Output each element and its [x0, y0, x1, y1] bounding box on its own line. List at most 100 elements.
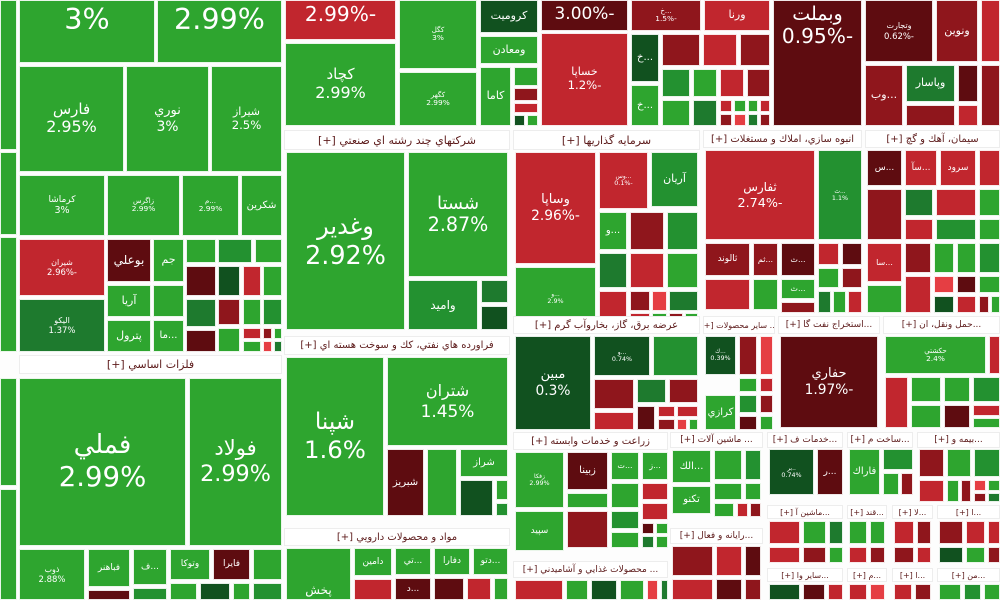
tile-unlabeled[interactable]: [186, 266, 216, 296]
tile-unlabeled[interactable]: [911, 377, 941, 402]
tile-unlabeled[interactable]: [781, 302, 815, 313]
sector-header-leasing[interactable]: ...لا [+]: [892, 505, 933, 519]
tile-unlabeled[interactable]: [737, 503, 748, 517]
tile-unlabeled[interactable]: [630, 291, 650, 311]
tile-3%[interactable]: 3%: [19, 0, 155, 63]
tile-unlabeled[interactable]: [662, 69, 690, 97]
tile-unlabeled[interactable]: [656, 536, 668, 548]
tile-unlabeled[interactable]: [957, 276, 976, 293]
tile--2.99%[interactable]: -2.99%: [285, 0, 396, 40]
tile-...و[interactable]: ...و 0.74%: [594, 336, 650, 376]
tile-unlabeled[interactable]: [734, 100, 746, 112]
tile-unlabeled[interactable]: [652, 291, 667, 311]
tile-unlabeled[interactable]: [243, 266, 261, 296]
tile-unlabeled[interactable]: [218, 266, 240, 296]
sector-header-insurance[interactable]: ...بيمه و [+]: [917, 432, 1000, 448]
tile-بوعلي[interactable]: بوعلي: [107, 239, 151, 282]
tile-unlabeled[interactable]: [662, 34, 700, 66]
tile-...ت[interactable]: ...ت: [611, 452, 639, 480]
tile-unlabeled[interactable]: [720, 69, 744, 97]
tile-unlabeled[interactable]: [253, 549, 282, 580]
tile-unlabeled[interactable]: [883, 449, 913, 470]
tile-ومعادن[interactable]: ومعادن: [480, 36, 538, 64]
tile-آريان[interactable]: آريان: [651, 152, 698, 207]
tile-unlabeled[interactable]: [753, 279, 778, 310]
tile-شيران[interactable]: شيران -2.96%: [19, 239, 105, 296]
tile-unlabeled[interactable]: [218, 299, 240, 325]
tile-شراز[interactable]: شراز: [460, 449, 508, 477]
tile-آريا[interactable]: آريا: [107, 285, 151, 317]
tile-شستا[interactable]: شستا 2.87%: [408, 152, 508, 277]
tile-unlabeled[interactable]: [642, 503, 668, 520]
tile-unlabeled[interactable]: [748, 100, 758, 112]
tile-unlabeled[interactable]: [434, 578, 464, 600]
tile-unlabeled[interactable]: [989, 336, 1000, 374]
tile-...ف[interactable]: ...ف: [133, 549, 167, 585]
tile-پترول[interactable]: پترول: [107, 320, 151, 352]
tile-unlabeled[interactable]: [849, 547, 867, 563]
sector-header-other-minerals[interactable]: ... ساير محصولات [+]: [703, 316, 775, 334]
sector-header-it[interactable]: ...رايانه و فعال [+]: [670, 528, 763, 544]
tile-unlabeled[interactable]: [515, 580, 563, 600]
tile-كرازي[interactable]: كرازي: [705, 395, 736, 430]
tile-unlabeled[interactable]: [186, 239, 216, 263]
tile-unlabeled[interactable]: [919, 449, 944, 477]
sector-header-transport[interactable]: ...حمل ونقل، ان [+]: [883, 316, 1000, 334]
tile-unlabeled[interactable]: [739, 395, 757, 413]
tile-ذوب[interactable]: ذوب 2.88%: [19, 549, 85, 600]
tile-unlabeled[interactable]: [243, 328, 261, 339]
tile-unlabeled[interactable]: [848, 291, 862, 313]
tile-unlabeled[interactable]: [186, 330, 216, 352]
tile-unlabeled[interactable]: [849, 521, 867, 544]
tile-unlabeled[interactable]: [803, 521, 826, 544]
tile-unlabeled[interactable]: [672, 546, 713, 576]
tile-unlabeled[interactable]: [818, 243, 839, 265]
tile-unlabeled[interactable]: [0, 237, 17, 352]
tile-...خ[interactable]: ...خ: [631, 85, 659, 126]
tile-unlabeled[interactable]: [979, 243, 1000, 273]
tile-unlabeled[interactable]: [803, 584, 825, 600]
tile-...د[interactable]: ...د: [395, 578, 431, 600]
tile-unlabeled[interactable]: [958, 65, 978, 102]
tile-...وب[interactable]: ...وب: [865, 65, 903, 126]
tile-unlabeled[interactable]: [567, 493, 608, 508]
tile-unlabeled[interactable]: [693, 100, 717, 126]
tile-unlabeled[interactable]: [958, 105, 978, 126]
tile-unlabeled[interactable]: [739, 416, 757, 430]
tile-unlabeled[interactable]: [901, 473, 913, 495]
tile-unlabeled[interactable]: [703, 34, 737, 66]
tile-خساپا[interactable]: خساپا -1.2%: [541, 33, 628, 126]
tile-ثفارس[interactable]: ثفارس -2.74%: [705, 150, 815, 240]
tile-unlabeled[interactable]: [760, 416, 773, 430]
tile-unlabeled[interactable]: [630, 253, 664, 288]
tile-unlabeled[interactable]: [658, 406, 675, 417]
tile-unlabeled[interactable]: [966, 547, 985, 563]
sector-header-sugar[interactable]: ...قند [+]: [847, 505, 887, 519]
tile-unlabeled[interactable]: [894, 547, 914, 563]
tile-unlabeled[interactable]: [740, 34, 770, 66]
tile-unlabeled[interactable]: [667, 253, 698, 288]
tile-unlabeled[interactable]: [760, 336, 773, 375]
tile-unlabeled[interactable]: [939, 521, 963, 544]
tile-unlabeled[interactable]: [218, 328, 240, 352]
tile-سپيد[interactable]: سپيد: [515, 511, 564, 551]
tile-unlabeled[interactable]: [594, 379, 634, 409]
tile-unlabeled[interactable]: [842, 243, 862, 265]
sector-header-cement[interactable]: سيمان، آهك و گچ [+]: [865, 130, 1000, 148]
tile-unlabeled[interactable]: [750, 503, 761, 517]
sector-header-misc-a2[interactable]: ...ا [+]: [892, 568, 933, 582]
tile-unlabeled[interactable]: [263, 299, 282, 325]
tile-شيراز[interactable]: شيراز 2.5%: [211, 66, 282, 172]
tile-unlabeled[interactable]: [745, 450, 761, 480]
tile-unlabeled[interactable]: [981, 0, 1000, 62]
tile-unlabeled[interactable]: [669, 291, 698, 311]
tile-unlabeled[interactable]: [828, 584, 843, 600]
tile-unlabeled[interactable]: [906, 105, 955, 126]
tile-unlabeled[interactable]: [833, 291, 846, 313]
tile-unlabeled[interactable]: [527, 115, 538, 126]
tile-unlabeled[interactable]: [637, 379, 666, 403]
tile-...خ[interactable]: ...خ -1.5%: [631, 0, 701, 31]
tile-unlabeled[interactable]: [653, 336, 698, 376]
tile-unlabeled[interactable]: [714, 450, 742, 480]
tile-unlabeled[interactable]: [936, 189, 976, 216]
